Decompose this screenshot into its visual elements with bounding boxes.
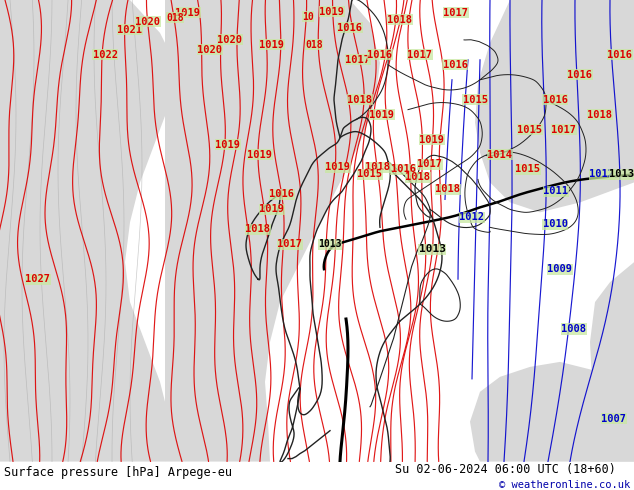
Text: 1018: 1018 — [245, 224, 271, 234]
Text: 1013: 1013 — [418, 244, 446, 254]
Polygon shape — [420, 0, 634, 212]
Text: 1019: 1019 — [325, 163, 351, 172]
Text: 1021: 1021 — [117, 25, 143, 35]
Text: 1016: 1016 — [567, 70, 593, 80]
Text: 1019: 1019 — [320, 7, 344, 17]
Text: 1022: 1022 — [93, 50, 117, 60]
Text: 1014: 1014 — [488, 149, 512, 160]
Text: 1016: 1016 — [368, 50, 392, 60]
Text: © weatheronline.co.uk: © weatheronline.co.uk — [499, 480, 630, 490]
Text: 1013: 1013 — [318, 239, 342, 249]
Text: 1016: 1016 — [337, 23, 363, 33]
Text: 10: 10 — [302, 12, 314, 22]
Text: 1016: 1016 — [543, 95, 567, 105]
Polygon shape — [0, 0, 175, 462]
Text: 1015: 1015 — [462, 95, 488, 105]
Text: 1020: 1020 — [198, 45, 223, 55]
Text: 1020: 1020 — [217, 35, 242, 45]
Polygon shape — [470, 362, 634, 462]
Text: 018: 018 — [166, 13, 184, 23]
Text: 1017: 1017 — [346, 55, 370, 65]
Text: 1017: 1017 — [444, 8, 469, 18]
Text: Surface pressure [hPa] Arpege-eu: Surface pressure [hPa] Arpege-eu — [4, 466, 232, 479]
Text: 1017: 1017 — [278, 239, 302, 249]
Text: Su 02-06-2024 06:00 UTC (18+60): Su 02-06-2024 06:00 UTC (18+60) — [395, 463, 616, 476]
Polygon shape — [165, 0, 380, 462]
Text: 1019: 1019 — [176, 8, 200, 18]
Text: 1015: 1015 — [515, 165, 541, 174]
Text: 1016: 1016 — [607, 50, 633, 60]
Text: 1019: 1019 — [420, 135, 444, 145]
Text: 1017: 1017 — [418, 159, 443, 170]
Text: 1018: 1018 — [406, 172, 430, 182]
Text: 1016: 1016 — [269, 190, 295, 199]
Text: 1007: 1007 — [602, 414, 626, 424]
Text: 1012: 1012 — [590, 170, 614, 179]
Text: 1012: 1012 — [460, 212, 484, 222]
Polygon shape — [590, 262, 634, 462]
Text: 1018: 1018 — [588, 110, 612, 120]
Text: 1015: 1015 — [517, 124, 543, 135]
Text: 1019: 1019 — [370, 110, 394, 120]
Text: 1018: 1018 — [436, 184, 460, 195]
Text: 1017: 1017 — [408, 50, 432, 60]
Text: 1019: 1019 — [247, 149, 273, 160]
Text: 1018: 1018 — [347, 95, 373, 105]
Text: 1019: 1019 — [216, 140, 240, 149]
Text: 1009: 1009 — [548, 264, 573, 274]
Text: 1019: 1019 — [259, 204, 285, 214]
Text: 1013: 1013 — [609, 170, 634, 179]
Text: 1018: 1018 — [365, 163, 391, 172]
Text: 1008: 1008 — [562, 324, 586, 334]
Text: 1016: 1016 — [443, 60, 467, 70]
Text: 1019: 1019 — [259, 40, 285, 50]
Text: 1017: 1017 — [552, 124, 576, 135]
Text: 1016: 1016 — [391, 165, 415, 174]
Text: 1018: 1018 — [387, 15, 413, 25]
Text: 1015: 1015 — [358, 170, 382, 179]
Text: 1010: 1010 — [543, 220, 567, 229]
Text: 1011: 1011 — [543, 186, 569, 196]
Text: 1027: 1027 — [25, 274, 51, 284]
Text: 1020: 1020 — [136, 17, 160, 27]
Text: 018: 018 — [305, 40, 323, 50]
